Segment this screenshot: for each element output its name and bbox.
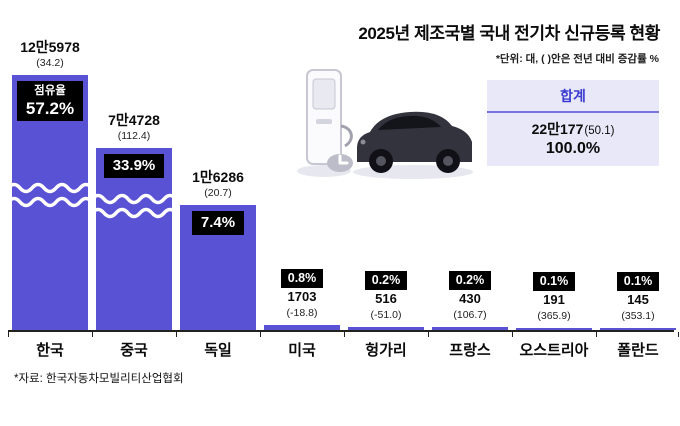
bar	[96, 148, 172, 330]
category-label: 중국	[120, 342, 148, 359]
bar-change-label: (353.1)	[621, 310, 655, 323]
ev-charger-car-icon	[297, 69, 473, 179]
bar-label-stack: 0.1% 191 (365.9)	[511, 272, 597, 323]
bar	[432, 327, 508, 330]
share-value: 0.2%	[455, 273, 485, 288]
share-value: 0.1%	[539, 274, 569, 289]
bar-change-label: (-18.8)	[286, 307, 318, 320]
axis-tick	[176, 332, 177, 337]
share-badge-wrap: 점유율 57.2%	[12, 81, 88, 122]
share-badge: 0.2%	[448, 271, 492, 291]
share-badge-wrap: 7.4%	[180, 211, 256, 235]
share-value: 57.2%	[25, 98, 75, 118]
share-badge-wrap: 33.9%	[96, 154, 172, 178]
category-label: 미국	[288, 342, 316, 359]
bar-change-label: (112.4)	[117, 130, 151, 143]
bar-label-stack: 0.2% 516 (-51.0)	[343, 271, 429, 322]
category-label: 오스트리아	[519, 342, 589, 359]
axis-tick	[512, 332, 513, 337]
axis-tick	[678, 332, 679, 337]
bar-label-stack: 1만6286 (20.7)	[175, 169, 261, 200]
bar-change-label: (20.7)	[204, 187, 232, 200]
bar-label-stack: 0.8% 1703 (-18.8)	[259, 269, 345, 320]
bar-value-label: 7만4728	[108, 112, 160, 129]
share-badge: 0.8%	[280, 269, 324, 289]
category-label: 헝가리	[365, 342, 407, 359]
ev-charging-illustration	[293, 64, 478, 189]
total-share: 100.0%	[545, 140, 601, 157]
axis-tick	[92, 332, 93, 337]
bar-label-stack: 7만4728 (112.4)	[91, 112, 177, 143]
total-label: 합계	[487, 80, 659, 113]
share-badge: 0.1%	[532, 272, 576, 292]
share-badge: 7.4%	[191, 211, 245, 235]
share-badge: 0.1%	[616, 272, 660, 292]
axis-tick	[428, 332, 429, 337]
share-badge: 점유율 57.2%	[16, 81, 84, 122]
bar-value-label: 1만6286	[192, 169, 244, 186]
bar-value-label: 1703	[287, 289, 317, 305]
share-value: 0.2%	[371, 273, 401, 288]
axis-tick	[8, 332, 9, 337]
bar-value-label: 145	[627, 292, 649, 308]
share-title: 점유율	[34, 85, 66, 97]
category-label: 프랑스	[449, 342, 491, 359]
bar	[348, 327, 424, 330]
total-summary-box: 합계 22만177(50.1) 100.0%	[487, 80, 659, 166]
share-value: 0.1%	[623, 274, 653, 289]
bar-label-stack: 0.1% 145 (353.1)	[595, 272, 680, 323]
bar-chart: 점유율 57.2% 12만5978 (34.2) 한국 33.9% 7만4728 (112.4…	[6, 39, 680, 359]
total-value-row: 22만177(50.1)	[487, 113, 659, 139]
bar-label-stack: 0.2% 430 (106.7)	[427, 271, 513, 322]
bar-change-label: (106.7)	[453, 309, 487, 322]
category-label: 한국	[36, 342, 64, 359]
bar-change-label: (365.9)	[537, 310, 571, 323]
bar-value-label: 12만5978	[20, 39, 80, 56]
bar-value-label: 191	[543, 292, 565, 308]
x-axis-line	[8, 330, 674, 332]
share-value: 33.9%	[112, 157, 156, 174]
source-note: *자료: 한국자동차모빌리티산업협회	[14, 373, 184, 385]
axis-tick	[260, 332, 261, 337]
bar	[264, 325, 340, 330]
share-badge: 33.9%	[103, 154, 165, 178]
bar-label-stack: 12만5978 (34.2)	[7, 39, 93, 70]
share-value: 0.8%	[287, 271, 317, 286]
total-value: 22만177	[531, 121, 584, 137]
axis-tick	[596, 332, 597, 337]
category-label: 폴란드	[617, 342, 659, 359]
bar-change-label: (-51.0)	[370, 309, 402, 322]
bar	[516, 328, 592, 330]
chart-title: 2025년 제조국별 국내 전기차 신규등록 현황	[358, 24, 660, 43]
share-value: 7.4%	[200, 214, 236, 231]
unit-note: *단위: 대, ( )안은 전년 대비 증감률 %	[495, 53, 659, 65]
share-badge: 0.2%	[364, 271, 408, 291]
axis-tick	[344, 332, 345, 337]
category-label: 독일	[204, 342, 232, 359]
bar-value-label: 430	[459, 291, 481, 307]
bar-value-label: 516	[375, 291, 397, 307]
bar	[600, 328, 676, 330]
bar-change-label: (34.2)	[36, 57, 64, 70]
total-change: (50.1)	[584, 125, 615, 137]
